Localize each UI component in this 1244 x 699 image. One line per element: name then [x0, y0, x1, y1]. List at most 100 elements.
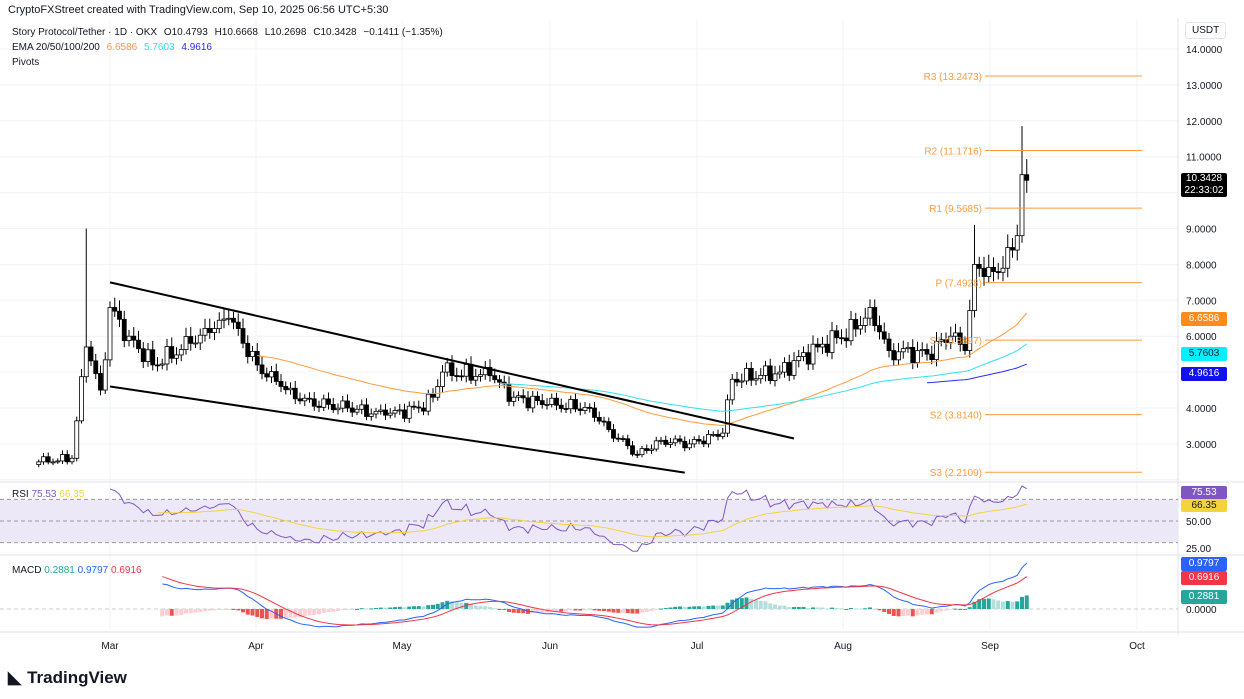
macd-histogram-bar — [654, 609, 659, 610]
candle — [183, 336, 189, 350]
candle — [231, 317, 236, 323]
candle — [178, 349, 184, 356]
tradingview-logo[interactable]: ◣ TradingView — [8, 668, 127, 688]
macd-histogram-bar — [530, 609, 535, 614]
low-value: L10.2698 — [264, 27, 307, 38]
y-tick-label: 3.0000 — [1186, 440, 1217, 451]
candle — [701, 440, 707, 445]
trendline-upper — [109, 281, 795, 440]
candle — [962, 343, 968, 351]
macd-hist-value: 0.2881 — [44, 565, 75, 576]
macd-histogram-bar — [682, 606, 687, 609]
y-tick-label: 14.0000 — [1186, 45, 1223, 56]
candle — [383, 409, 388, 416]
candle — [967, 310, 973, 351]
candle — [834, 330, 840, 339]
macd-histogram-bar — [839, 608, 844, 610]
candle — [492, 375, 498, 381]
macd-histogram-bar — [858, 608, 863, 610]
candle — [150, 349, 156, 366]
countdown: 22:33:02 — [1184, 185, 1224, 196]
macd-histogram-bar — [573, 609, 578, 611]
candle — [278, 381, 284, 387]
candle — [174, 354, 179, 359]
macd-histogram-bar — [868, 607, 872, 609]
macd-histogram-bar — [944, 609, 948, 611]
pivots-label[interactable]: Pivots — [12, 57, 40, 68]
credit-text: CryptoFXStreet created with TradingView.… — [8, 4, 389, 16]
candle — [786, 362, 792, 376]
signal-value: 0.6916 — [110, 565, 142, 576]
candle — [558, 404, 564, 409]
macd-histogram-bar — [222, 609, 226, 610]
candle — [454, 375, 460, 377]
candle — [729, 378, 735, 401]
candle — [330, 404, 336, 411]
candle — [226, 317, 232, 320]
candle — [88, 346, 94, 362]
macd-label[interactable]: MACD — [12, 565, 42, 576]
ema200-value: 4.9616 — [181, 42, 212, 53]
macd-histogram-bar — [834, 607, 839, 609]
candle — [710, 433, 716, 436]
candle — [739, 380, 745, 383]
macd-histogram-bar — [317, 609, 321, 615]
candle — [976, 263, 982, 269]
candle — [896, 351, 901, 361]
candle — [411, 405, 417, 408]
macd-histogram-bar — [896, 609, 901, 617]
candle — [587, 406, 593, 409]
rsi-label[interactable]: RSI — [12, 489, 29, 500]
macd-histogram-bar — [939, 609, 944, 612]
macd-histogram-bar — [184, 609, 188, 614]
candle — [568, 399, 574, 410]
macd-histogram-bar — [716, 605, 720, 609]
macd-histogram-bar — [668, 607, 673, 609]
candle — [1005, 247, 1011, 269]
close-value: C10.3428 — [313, 27, 357, 38]
candle — [625, 438, 631, 447]
macd-histogram-bar — [792, 607, 796, 609]
macd-histogram-bar — [383, 607, 388, 609]
ema-label[interactable]: EMA 20/50/100/200 — [12, 42, 100, 53]
candle — [611, 429, 616, 439]
currency-button[interactable]: USDT — [1185, 22, 1227, 39]
macd-histogram-bar — [986, 598, 991, 609]
macd-histogram-bar — [678, 606, 682, 609]
macd-histogram-bar — [730, 599, 735, 609]
candle — [302, 397, 308, 402]
candle — [734, 378, 740, 383]
macd-histogram-bar — [1020, 596, 1024, 609]
macd-histogram-bar — [982, 598, 986, 609]
macd-histogram-bar — [1015, 601, 1020, 609]
candle — [535, 395, 540, 402]
candle — [69, 457, 75, 463]
macd-histogram-bar — [203, 609, 207, 611]
macd-histogram-bar — [587, 609, 592, 610]
candle — [487, 367, 493, 377]
ema100-tag: 5.7603 — [1181, 347, 1227, 361]
macd-histogram-bar — [701, 606, 706, 609]
macd-histogram-bar — [640, 609, 644, 613]
candle — [563, 408, 569, 410]
candle — [107, 307, 113, 361]
macd-histogram-bar — [1024, 595, 1029, 609]
ema50-tag: 6.6586 — [1181, 312, 1227, 326]
rsi-value: 75.53 — [31, 489, 57, 500]
candle — [919, 349, 925, 352]
macd-histogram-bar — [972, 601, 977, 609]
macd-histogram-bar — [844, 609, 849, 610]
candle — [948, 335, 954, 344]
macd-histogram-bar — [412, 606, 416, 609]
macd-histogram-bar — [611, 609, 616, 613]
candle — [145, 349, 151, 362]
macd-histogram-bar — [255, 609, 260, 617]
macd-histogram-bar — [934, 609, 939, 613]
macd-histogram-bar — [393, 607, 397, 609]
symbol-name[interactable]: Story Protocol/Tether · 1D · OKX — [12, 27, 158, 38]
macd-histogram-bar — [991, 599, 996, 609]
macd-value: 0.9797 — [77, 565, 109, 576]
x-tick-label: Jul — [691, 641, 704, 652]
macd-histogram-bar — [906, 609, 910, 616]
